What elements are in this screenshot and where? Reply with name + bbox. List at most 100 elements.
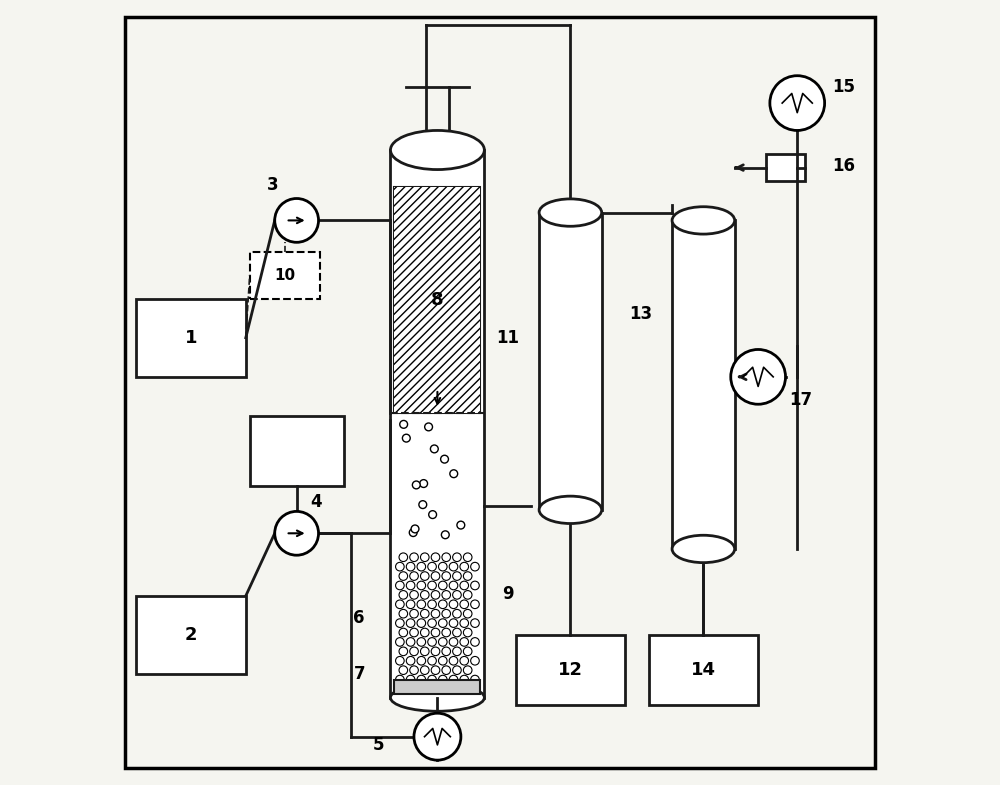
Circle shape: [442, 590, 451, 599]
Circle shape: [431, 609, 440, 618]
Circle shape: [410, 553, 418, 561]
Circle shape: [396, 656, 404, 665]
Circle shape: [396, 581, 404, 590]
Circle shape: [463, 666, 472, 674]
Circle shape: [463, 553, 472, 561]
Bar: [394, 680, 480, 694]
Circle shape: [449, 656, 458, 665]
Circle shape: [431, 647, 440, 655]
Bar: [539, 213, 602, 509]
Text: 17: 17: [790, 391, 813, 409]
Circle shape: [438, 637, 447, 646]
Circle shape: [460, 656, 469, 665]
Circle shape: [406, 637, 415, 646]
Circle shape: [406, 656, 415, 665]
Circle shape: [460, 581, 469, 590]
Circle shape: [438, 562, 447, 571]
Circle shape: [417, 562, 426, 571]
Circle shape: [431, 666, 440, 674]
Circle shape: [463, 628, 472, 637]
Circle shape: [471, 581, 479, 590]
Circle shape: [431, 628, 440, 637]
Circle shape: [396, 675, 404, 684]
Circle shape: [275, 511, 319, 555]
Circle shape: [471, 637, 479, 646]
Circle shape: [471, 600, 479, 608]
Circle shape: [417, 675, 426, 684]
Circle shape: [471, 619, 479, 627]
Circle shape: [275, 199, 319, 243]
Circle shape: [449, 562, 458, 571]
Circle shape: [453, 666, 461, 674]
Bar: [136, 298, 246, 377]
Bar: [649, 635, 758, 706]
Circle shape: [450, 469, 458, 477]
Circle shape: [453, 553, 461, 561]
Circle shape: [417, 619, 426, 627]
Circle shape: [442, 647, 451, 655]
Circle shape: [402, 434, 410, 442]
Circle shape: [428, 656, 436, 665]
Ellipse shape: [390, 130, 484, 170]
Circle shape: [417, 656, 426, 665]
Circle shape: [428, 675, 436, 684]
Circle shape: [428, 600, 436, 608]
Circle shape: [430, 445, 438, 453]
Circle shape: [442, 609, 451, 618]
Circle shape: [471, 675, 479, 684]
Circle shape: [417, 581, 426, 590]
Circle shape: [431, 553, 440, 561]
Circle shape: [420, 590, 429, 599]
Circle shape: [420, 609, 429, 618]
Circle shape: [428, 581, 436, 590]
Circle shape: [410, 628, 418, 637]
Circle shape: [438, 619, 447, 627]
Circle shape: [463, 571, 472, 580]
Circle shape: [731, 349, 786, 404]
Ellipse shape: [539, 496, 602, 524]
Bar: [394, 188, 480, 413]
Circle shape: [420, 666, 429, 674]
Ellipse shape: [539, 199, 602, 226]
Circle shape: [460, 600, 469, 608]
Circle shape: [396, 619, 404, 627]
Text: 6: 6: [353, 608, 365, 626]
Circle shape: [399, 666, 408, 674]
Text: 1: 1: [185, 329, 197, 347]
Bar: [394, 188, 480, 413]
Circle shape: [431, 590, 440, 599]
Circle shape: [406, 675, 415, 684]
Circle shape: [441, 455, 448, 463]
Circle shape: [396, 562, 404, 571]
Circle shape: [419, 501, 427, 509]
Text: 12: 12: [558, 661, 583, 679]
Circle shape: [449, 675, 458, 684]
Circle shape: [420, 571, 429, 580]
Text: 4: 4: [310, 493, 322, 511]
Circle shape: [453, 590, 461, 599]
Circle shape: [463, 590, 472, 599]
Circle shape: [438, 675, 447, 684]
Circle shape: [420, 553, 429, 561]
Circle shape: [453, 609, 461, 618]
Circle shape: [449, 600, 458, 608]
Circle shape: [442, 553, 451, 561]
Circle shape: [411, 525, 419, 533]
Circle shape: [463, 647, 472, 655]
Text: 15: 15: [833, 78, 856, 97]
Circle shape: [399, 571, 408, 580]
Circle shape: [429, 511, 437, 519]
Circle shape: [441, 531, 449, 539]
Circle shape: [399, 647, 408, 655]
Bar: [250, 416, 344, 487]
Circle shape: [410, 647, 418, 655]
Circle shape: [428, 619, 436, 627]
Circle shape: [438, 581, 447, 590]
Circle shape: [410, 666, 418, 674]
Circle shape: [460, 675, 469, 684]
Circle shape: [410, 590, 418, 599]
Circle shape: [414, 714, 461, 760]
Bar: [390, 150, 484, 698]
Text: 8: 8: [431, 291, 444, 309]
Circle shape: [457, 521, 465, 529]
